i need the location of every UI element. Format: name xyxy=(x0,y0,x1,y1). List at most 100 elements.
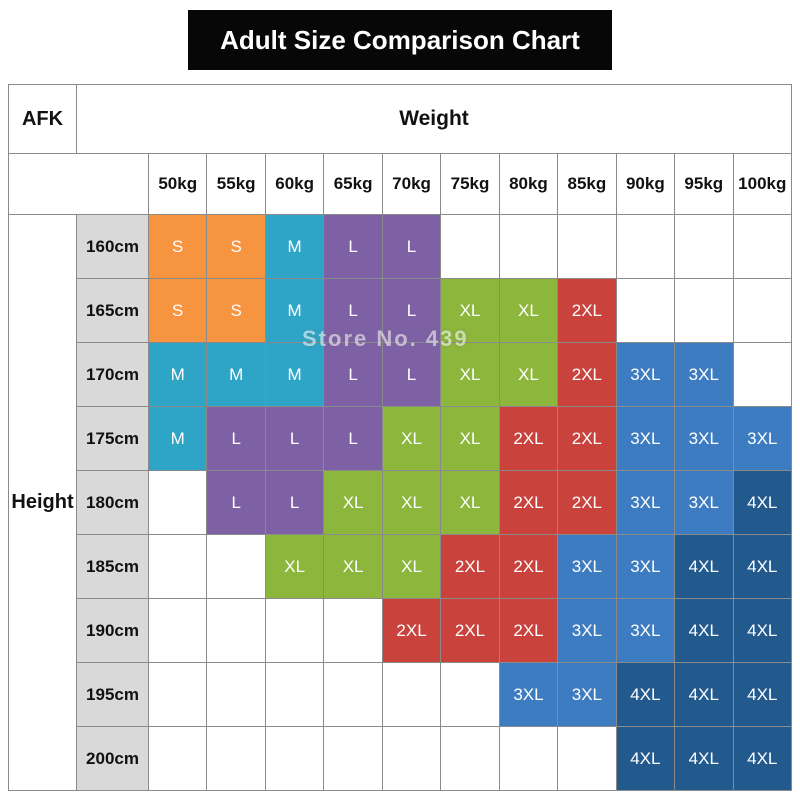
height-row-header: 170cm xyxy=(76,342,149,407)
size-cell-l: L xyxy=(323,406,383,471)
size-cell-xl: XL xyxy=(381,406,442,471)
size-cell-2xl: 2XL xyxy=(381,598,442,663)
weight-column-header: 65kg xyxy=(323,153,383,215)
empty-cell xyxy=(206,662,266,727)
size-cell-l: L xyxy=(206,470,266,535)
empty-cell xyxy=(674,278,734,343)
weight-column-header: 80kg xyxy=(498,153,559,215)
size-cell-4xl: 4XL xyxy=(674,662,734,727)
empty-cell xyxy=(557,214,617,279)
height-axis-label: Height xyxy=(8,214,77,791)
size-cell-2xl: 2XL xyxy=(498,598,559,663)
size-cell-xl: XL xyxy=(381,534,442,599)
empty-cell xyxy=(732,278,793,343)
chart-title-bar: Adult Size Comparison Chart xyxy=(188,10,612,70)
size-cell-xl: XL xyxy=(440,470,500,535)
empty-cell xyxy=(147,470,208,535)
size-cell-2xl: 2XL xyxy=(557,406,617,471)
size-cell-4xl: 4XL xyxy=(615,726,676,791)
weight-column-header: 50kg xyxy=(147,153,208,215)
height-row-header: 160cm xyxy=(76,214,149,279)
size-cell-l: L xyxy=(323,278,383,343)
size-cell-2xl: 2XL xyxy=(557,278,617,343)
empty-cell xyxy=(206,534,266,599)
size-cell-l: L xyxy=(264,470,325,535)
size-cell-2xl: 2XL xyxy=(440,534,500,599)
empty-cell xyxy=(615,214,676,279)
size-cell-l: L xyxy=(323,214,383,279)
empty-cell xyxy=(615,278,676,343)
empty-cell xyxy=(732,342,793,407)
corner-label-afk: AFK xyxy=(8,84,77,154)
size-cell-m: M xyxy=(264,278,325,343)
empty-cell xyxy=(323,726,383,791)
empty-cell xyxy=(440,726,500,791)
weight-column-header: 55kg xyxy=(206,153,266,215)
weight-column-header: 90kg xyxy=(615,153,676,215)
height-row-header: 165cm xyxy=(76,278,149,343)
size-cell-2xl: 2XL xyxy=(498,470,559,535)
weight-column-header: 85kg xyxy=(557,153,617,215)
size-cell-4xl: 4XL xyxy=(615,662,676,727)
empty-cell xyxy=(498,214,559,279)
empty-cell xyxy=(147,662,208,727)
size-cell-3xl: 3XL xyxy=(615,406,676,471)
size-cell-l: L xyxy=(381,278,442,343)
size-cell-s: S xyxy=(147,214,208,279)
size-cell-s: S xyxy=(206,278,266,343)
empty-cell xyxy=(147,534,208,599)
size-cell-3xl: 3XL xyxy=(615,534,676,599)
height-row-header: 175cm xyxy=(76,406,149,471)
size-cell-3xl: 3XL xyxy=(557,598,617,663)
size-cell-4xl: 4XL xyxy=(732,662,793,727)
height-row-header: 185cm xyxy=(76,534,149,599)
size-cell-2xl: 2XL xyxy=(498,406,559,471)
height-row-header: 190cm xyxy=(76,598,149,663)
size-cell-m: M xyxy=(264,342,325,407)
chart-title: Adult Size Comparison Chart xyxy=(220,24,580,55)
weight-column-header: 95kg xyxy=(674,153,734,215)
size-cell-s: S xyxy=(206,214,266,279)
size-cell-2xl: 2XL xyxy=(557,470,617,535)
size-cell-s: S xyxy=(147,278,208,343)
size-cell-m: M xyxy=(264,214,325,279)
size-cell-xl: XL xyxy=(323,470,383,535)
empty-cell xyxy=(732,214,793,279)
size-cell-4xl: 4XL xyxy=(674,726,734,791)
empty-cell xyxy=(147,598,208,663)
empty-cell xyxy=(323,598,383,663)
empty-cell xyxy=(440,214,500,279)
size-cell-xl: XL xyxy=(498,342,559,407)
empty-cell xyxy=(440,662,500,727)
empty-cell xyxy=(264,598,325,663)
size-cell-3xl: 3XL xyxy=(615,470,676,535)
size-cell-xl: XL xyxy=(264,534,325,599)
size-cell-3xl: 3XL xyxy=(732,406,793,471)
size-cell-m: M xyxy=(147,406,208,471)
empty-cell xyxy=(147,726,208,791)
weight-column-header: 70kg xyxy=(381,153,442,215)
size-cell-4xl: 4XL xyxy=(674,534,734,599)
size-cell-3xl: 3XL xyxy=(674,406,734,471)
height-row-header: 195cm xyxy=(76,662,149,727)
size-cell-l: L xyxy=(381,342,442,407)
empty-cell xyxy=(557,726,617,791)
size-cell-3xl: 3XL xyxy=(615,598,676,663)
size-cell-4xl: 4XL xyxy=(674,598,734,663)
weight-column-header: 100kg xyxy=(732,153,793,215)
size-cell-4xl: 4XL xyxy=(732,726,793,791)
size-cell-2xl: 2XL xyxy=(440,598,500,663)
size-cell-xl: XL xyxy=(440,342,500,407)
weight-axis-label: Weight xyxy=(76,84,792,154)
empty-cell xyxy=(381,726,442,791)
size-cell-3xl: 3XL xyxy=(557,662,617,727)
size-cell-xl: XL xyxy=(323,534,383,599)
size-cell-3xl: 3XL xyxy=(674,470,734,535)
size-cell-l: L xyxy=(264,406,325,471)
size-cell-m: M xyxy=(206,342,266,407)
size-cell-xl: XL xyxy=(440,406,500,471)
size-cell-4xl: 4XL xyxy=(732,534,793,599)
weight-column-header: 60kg xyxy=(264,153,325,215)
height-row-header: 180cm xyxy=(76,470,149,535)
size-cell-3xl: 3XL xyxy=(557,534,617,599)
